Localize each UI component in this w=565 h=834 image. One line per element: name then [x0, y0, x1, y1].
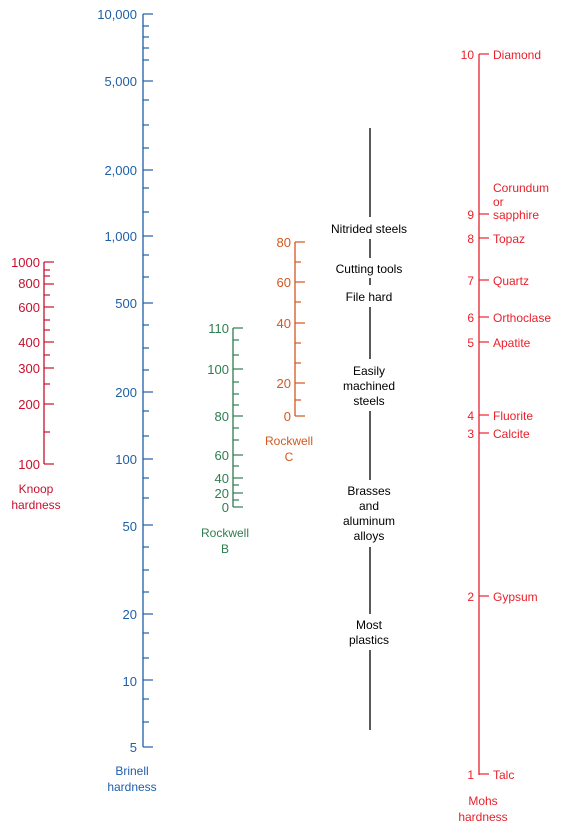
mohs-title: hardness: [458, 810, 507, 824]
material-label-line: steels: [353, 394, 384, 408]
knoop-tick-label: 300: [18, 361, 40, 376]
mohs-mineral-label: Corundum: [493, 181, 549, 195]
rockwell-c-title: C: [285, 450, 294, 464]
rockwell-c-tick-label: 20: [277, 376, 291, 391]
rockwell-c-tick-label: 60: [277, 275, 291, 290]
material-label-line: and: [359, 499, 379, 513]
rockwell-b-tick-label: 100: [207, 362, 229, 377]
mohs-value-label: 2: [467, 590, 474, 604]
knoop-scale: 1000 800 600 400 300 200 100 Knoop hardn…: [11, 255, 61, 512]
mohs-mineral-label: sapphire: [493, 208, 539, 222]
mohs-mineral-label: Diamond: [493, 48, 541, 62]
brinell-tick-label: 20: [123, 607, 137, 622]
rockwell-b-tick-label: 60: [215, 448, 229, 463]
knoop-tick-label: 200: [18, 397, 40, 412]
mohs-value-label: 10: [461, 48, 475, 62]
material-label-line: aluminum: [343, 514, 395, 528]
mohs-mineral-label: Gypsum: [493, 590, 538, 604]
rockwell-b-tick-label: 20: [215, 486, 229, 501]
material-label: File hard: [337, 285, 403, 307]
material-label-line: Most: [356, 618, 383, 632]
rockwell-b-tick-label: 80: [215, 409, 229, 424]
brinell-scale: 10,000 5,000 2,000 1,000 500 200 100 50 …: [97, 7, 156, 794]
brinell-tick-label: 1,000: [104, 229, 137, 244]
mohs-mineral-label: Orthoclase: [493, 311, 551, 325]
mohs-title: Mohs: [468, 794, 497, 808]
material-label-line: Nitrided steels: [331, 222, 407, 236]
material-label: Brasses and aluminum alloys: [331, 480, 407, 547]
mohs-mineral-label: Talc: [493, 768, 514, 782]
brinell-tick-label: 200: [115, 385, 137, 400]
mohs-mineral-label: Quartz: [493, 274, 529, 288]
knoop-tick-label: 1000: [11, 255, 40, 270]
mohs-value-label: 6: [467, 311, 474, 325]
rockwell-b-tick-label: 110: [208, 321, 229, 336]
material-label-line: machined: [343, 379, 395, 393]
brinell-tick-label: 50: [123, 519, 137, 534]
rockwell-b-title: Rockwell: [201, 526, 249, 540]
brinell-tick-label: 5: [130, 740, 137, 755]
mohs-value-label: 5: [467, 336, 474, 350]
mohs-value-label: 9: [467, 208, 474, 222]
material-label-line: Cutting tools: [336, 262, 403, 276]
material-label-line: plastics: [349, 633, 389, 647]
knoop-tick-label: 400: [18, 335, 40, 350]
mohs-value-label: 3: [467, 427, 474, 441]
rockwell-c-tick-label: 0: [284, 409, 291, 424]
knoop-tick-label: 100: [18, 457, 40, 472]
material-label-line: Brasses: [347, 484, 390, 498]
rockwell-c-tick-label: 80: [277, 235, 291, 250]
materials-scale: Nitrided steels Cutting tools File hard …: [318, 128, 422, 730]
mohs-mineral-label: Fluorite: [493, 409, 533, 423]
mohs-scale: 10 Diamond Corundum or 9 sapphire 8 Topa…: [458, 48, 551, 824]
mohs-mineral-label: Calcite: [493, 427, 530, 441]
material-label: Most plastics: [340, 614, 400, 650]
mohs-mineral-label: Topaz: [493, 232, 525, 246]
material-label-line: Easily: [353, 364, 385, 378]
rockwell-c-tick-label: 40: [277, 316, 291, 331]
brinell-tick-label: 5,000: [104, 74, 137, 89]
material-label: Cutting tools: [325, 258, 415, 278]
rockwell-b-title: B: [221, 542, 229, 556]
rockwell-c-title: Rockwell: [265, 434, 313, 448]
mohs-value-label: 4: [467, 409, 474, 423]
brinell-title: hardness: [107, 780, 156, 794]
brinell-tick-label: 500: [115, 296, 137, 311]
material-label-line: File hard: [346, 290, 393, 304]
brinell-tick-label: 100: [115, 452, 137, 467]
knoop-tick-label: 800: [18, 276, 40, 291]
mohs-value-label: 7: [467, 274, 474, 288]
mohs-value-label: 8: [467, 232, 474, 246]
knoop-title: Knoop: [19, 482, 54, 496]
brinell-tick-label: 10,000: [97, 7, 137, 22]
mohs-mineral-label: or: [493, 195, 504, 209]
brinell-tick-label: 2,000: [104, 163, 137, 178]
brinell-tick-label: 10: [123, 674, 137, 689]
rockwell-b-scale: 110 100 80 60 40 20 0 Rockwell B: [201, 321, 249, 556]
rockwell-b-tick-label: 0: [222, 500, 229, 515]
rockwell-c-scale: 80 60 40 20 0 Rockwell C: [265, 235, 313, 464]
mohs-mineral-label: Apatite: [493, 336, 531, 350]
material-label: Nitrided steels: [318, 217, 422, 239]
knoop-title: hardness: [11, 498, 60, 512]
knoop-tick-label: 600: [18, 300, 40, 315]
rockwell-b-tick-label: 40: [215, 471, 229, 486]
brinell-title: Brinell: [115, 764, 148, 778]
material-label-line: alloys: [354, 529, 385, 543]
mohs-value-label: 1: [467, 768, 474, 782]
material-label: Easily machined steels: [334, 359, 406, 411]
